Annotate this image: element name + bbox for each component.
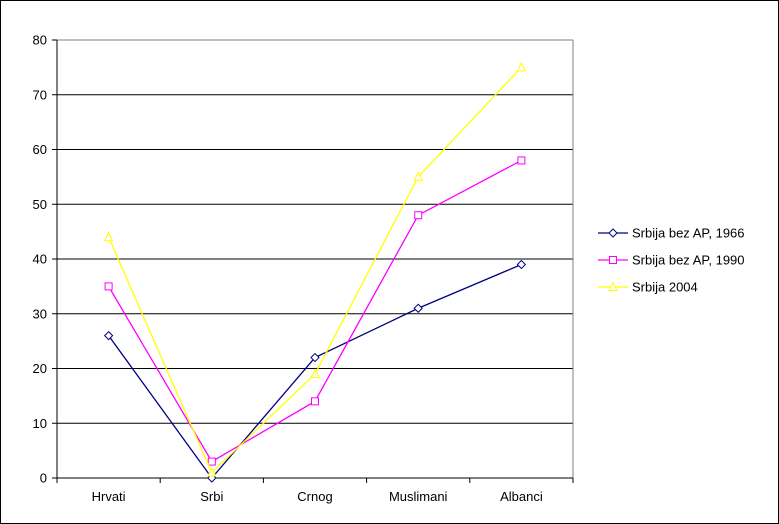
data-point-marker <box>608 281 618 291</box>
data-point-marker <box>517 156 526 165</box>
y-tick-labels: 0 10 20 30 40 50 60 70 80 <box>33 33 47 486</box>
data-point-marker <box>413 303 423 313</box>
y-tick-label: 40 <box>33 252 47 267</box>
legend-label: Srbija bez AP, 1966 <box>632 226 745 241</box>
series-2 <box>104 156 526 466</box>
legend-entry-2: Srbija bez AP, 1990 <box>598 253 745 268</box>
data-point-marker <box>207 457 216 466</box>
x-tick-label: Crnog <box>297 489 332 504</box>
legend-entry-1: Srbija bez AP, 1966 <box>598 226 745 241</box>
data-point-marker <box>206 466 217 477</box>
y-tick-label: 80 <box>33 33 47 48</box>
series-3 <box>103 61 527 477</box>
x-tick-label: Muslimani <box>389 489 448 504</box>
legend-label: Srbija 2004 <box>632 280 698 295</box>
data-point-marker <box>311 397 319 406</box>
y-tick-label: 20 <box>33 361 47 376</box>
data-point-marker <box>516 259 527 270</box>
y-tick-label: 50 <box>33 197 47 212</box>
x-tick-label: Srbi <box>200 489 223 504</box>
legend: Srbija bez AP, 1966 Srbija bez AP, 1990 Sr… <box>598 226 745 295</box>
data-point-marker <box>103 330 114 341</box>
y-tick-label: 70 <box>33 87 47 102</box>
legend-entry-3: Srbija 2004 <box>598 280 698 295</box>
data-point-marker <box>414 211 423 220</box>
data-point-marker <box>609 256 617 264</box>
y-tick-label: 60 <box>33 142 47 157</box>
y-tick-label: 30 <box>33 306 47 321</box>
data-point-marker <box>104 282 113 291</box>
data-point-marker <box>413 171 424 181</box>
y-tick-label: 10 <box>33 416 47 431</box>
series-layer <box>103 61 527 483</box>
data-point-marker <box>310 352 320 363</box>
data-point-marker <box>310 368 320 378</box>
data-point-marker <box>103 231 114 242</box>
axes <box>52 39 574 483</box>
legend-label: Srbija bez AP, 1990 <box>632 253 745 268</box>
x-tick-label: Albanci <box>500 489 543 504</box>
grid-lines <box>57 39 573 424</box>
x-tick-labels: Hrvati Srbi Crnog Muslimani Albanci <box>92 489 543 504</box>
data-point-marker <box>608 228 618 238</box>
x-tick-label: Hrvati <box>92 489 126 504</box>
y-tick-label: 0 <box>40 471 47 486</box>
data-point-marker <box>516 61 527 72</box>
